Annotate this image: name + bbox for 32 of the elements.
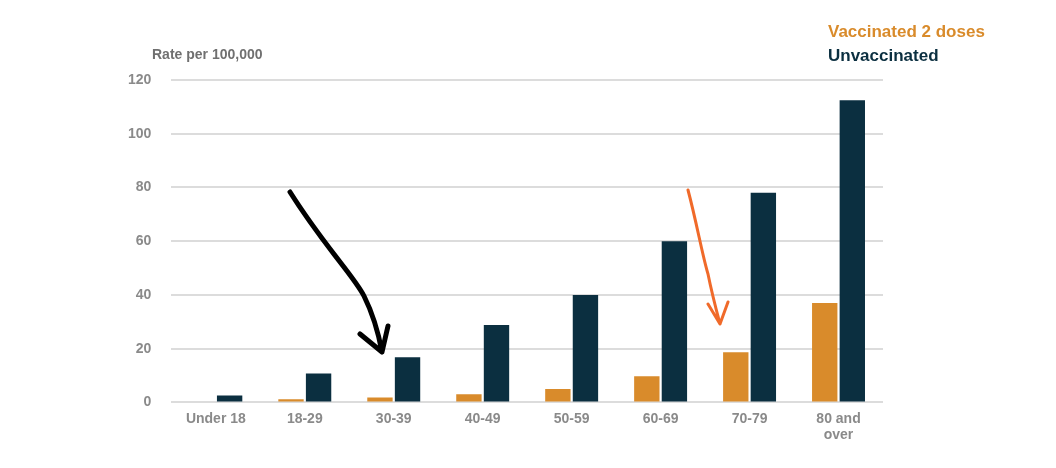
bar <box>634 376 660 402</box>
y-axis-title: Rate per 100,000 <box>152 46 263 62</box>
bar <box>545 388 571 402</box>
x-tick-label: Under 18 <box>185 409 246 426</box>
y-tick-label: 0 <box>143 393 152 410</box>
bar <box>305 373 332 402</box>
x-tick-label: 50-59 <box>553 409 590 426</box>
y-tick-label: 80 <box>135 178 152 195</box>
bar <box>394 357 421 402</box>
bar <box>456 394 482 402</box>
bar <box>723 352 749 402</box>
bar <box>839 100 865 402</box>
x-tick-label: 80 and over <box>816 409 861 443</box>
x-tick-label: 18-29 <box>286 409 323 426</box>
x-tick-label: 70-79 <box>731 409 768 426</box>
bar <box>483 325 510 402</box>
y-tick-label: 60 <box>135 232 152 249</box>
text: Vaccinated 2 doses <box>828 21 985 43</box>
bar <box>812 302 838 402</box>
bar <box>661 241 688 402</box>
text: Unvaccinated <box>828 45 940 67</box>
bar <box>278 399 304 402</box>
y-tick-label: 20 <box>135 339 152 356</box>
y-tick-label: 120 <box>128 70 152 87</box>
y-tick-label: 40 <box>135 285 152 302</box>
x-tick-label: 40-49 <box>464 409 501 426</box>
bar <box>572 294 599 402</box>
x-tick-label: 60-69 <box>642 409 679 426</box>
bar <box>750 192 777 402</box>
y-tick-label: 100 <box>128 124 152 141</box>
x-tick-label: 30-39 <box>375 409 412 426</box>
bar <box>216 395 243 402</box>
